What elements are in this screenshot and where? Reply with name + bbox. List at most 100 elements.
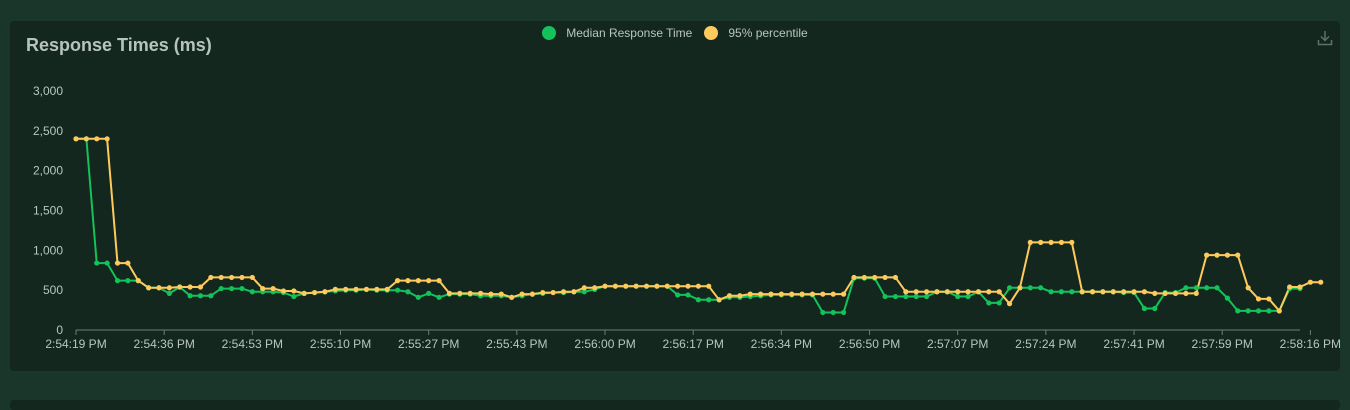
data-point-p95 <box>540 289 546 296</box>
data-point-p95 <box>343 286 349 292</box>
data-point-median <box>228 285 235 292</box>
response-times-chart: 0 500 1,000 1,500 2,000 2,500 3,000 2:54:19 PM 2… <box>33 84 1340 351</box>
data-point-p95 <box>965 289 971 295</box>
data-point-p95 <box>986 289 992 295</box>
data-point-p95 <box>550 289 556 296</box>
data-point-p95 <box>1193 290 1199 296</box>
data-point-p95 <box>695 283 701 289</box>
data-point-p95 <box>426 278 432 284</box>
data-point-p95 <box>218 274 224 281</box>
data-point-p95 <box>778 291 784 297</box>
data-point-median <box>1006 285 1013 291</box>
data-point-p95 <box>809 291 816 297</box>
data-point-median <box>1224 295 1230 301</box>
x-tick-label: 2:56:00 PM <box>574 337 635 351</box>
data-point-p95 <box>892 274 899 281</box>
x-tick-label: 2:54:19 PM <box>45 337 106 351</box>
data-point-p95 <box>446 290 453 296</box>
data-point-median <box>1266 308 1272 314</box>
data-point-p95 <box>270 285 276 292</box>
data-point-p95 <box>654 283 660 289</box>
data-point-p95 <box>509 294 515 300</box>
data-point-p95 <box>861 274 867 281</box>
data-point-p95 <box>332 286 338 292</box>
data-point-median <box>125 278 131 284</box>
data-point-median <box>903 293 909 300</box>
data-point-p95 <box>436 278 442 284</box>
x-tick-label: 2:58:16 PM <box>1280 337 1340 351</box>
download-icon[interactable] <box>1316 29 1334 47</box>
data-point-median <box>882 293 888 300</box>
data-point-p95 <box>1214 252 1220 258</box>
data-point-median <box>239 285 245 292</box>
data-point-p95 <box>311 289 318 296</box>
legend-label-p95: 95% percentile <box>728 26 808 40</box>
data-point-p95 <box>1162 290 1168 296</box>
y-tick-label: 2,000 <box>33 164 63 178</box>
data-point-p95 <box>996 289 1002 295</box>
data-point-p95 <box>747 291 753 297</box>
data-point-p95 <box>726 293 733 299</box>
y-tick-label: 1,000 <box>33 243 63 257</box>
data-point-median <box>1193 285 1199 291</box>
data-point-median <box>892 293 899 300</box>
data-point-median <box>394 287 401 293</box>
data-point-median <box>114 278 121 284</box>
data-point-p95 <box>955 289 961 295</box>
data-point-median <box>1152 305 1158 312</box>
data-point-p95 <box>477 290 484 296</box>
x-tick-label: 2:55:10 PM <box>310 337 371 351</box>
data-point-p95 <box>706 283 712 289</box>
data-point-p95 <box>457 290 463 296</box>
data-point-p95 <box>1224 252 1230 258</box>
x-tick-label: 2:57:59 PM <box>1192 337 1253 351</box>
data-point-p95 <box>923 289 930 295</box>
data-point-median <box>1255 308 1262 314</box>
data-point-median <box>581 289 587 295</box>
data-point-p95 <box>146 285 152 291</box>
data-point-p95 <box>830 291 836 297</box>
data-point-median <box>820 309 826 316</box>
data-point-p95 <box>913 289 919 295</box>
data-point-p95 <box>1141 289 1148 295</box>
data-point-p95 <box>768 291 774 297</box>
data-point-median <box>840 309 847 316</box>
data-point-p95 <box>903 289 909 295</box>
data-point-p95 <box>83 136 89 142</box>
data-point-p95 <box>1027 239 1033 245</box>
data-point-p95 <box>1266 296 1272 302</box>
data-point-p95 <box>633 283 639 289</box>
data-point-p95 <box>1245 285 1251 291</box>
data-point-p95 <box>280 288 287 294</box>
data-point-median <box>426 290 432 296</box>
data-point-p95 <box>602 283 608 289</box>
x-tick-label: 2:57:07 PM <box>927 337 988 351</box>
x-tick-label: 2:57:41 PM <box>1103 337 1164 351</box>
data-point-median <box>996 300 1002 306</box>
x-tick-label: 2:54:53 PM <box>222 337 283 351</box>
data-point-p95 <box>1235 252 1241 258</box>
data-point-p95 <box>623 283 629 289</box>
data-point-p95 <box>166 285 172 291</box>
legend-label-median: Median Response Time <box>566 26 693 40</box>
data-point-median <box>1245 308 1251 314</box>
legend-item-median[interactable]: Median Response Time <box>542 26 692 40</box>
data-point-median <box>675 292 681 298</box>
data-point-median <box>695 297 701 303</box>
data-point-p95 <box>851 274 857 281</box>
x-tick-label: 2:55:43 PM <box>486 337 547 351</box>
data-point-p95 <box>104 136 110 142</box>
x-tick-label: 2:54:36 PM <box>133 337 194 351</box>
data-point-p95 <box>799 291 805 297</box>
panel-title: Response Times (ms) <box>26 35 212 55</box>
data-point-p95 <box>353 286 359 292</box>
data-point-p95 <box>1172 290 1179 296</box>
data-point-p95 <box>1100 289 1106 295</box>
data-point-median <box>685 292 691 298</box>
data-point-p95 <box>1121 289 1127 295</box>
legend-item-p95[interactable]: 95% percentile <box>704 26 808 40</box>
y-tick-label: 500 <box>43 283 63 297</box>
data-point-p95 <box>519 291 525 297</box>
data-point-p95 <box>384 286 390 292</box>
x-tick-label: 2:56:34 PM <box>751 337 812 351</box>
